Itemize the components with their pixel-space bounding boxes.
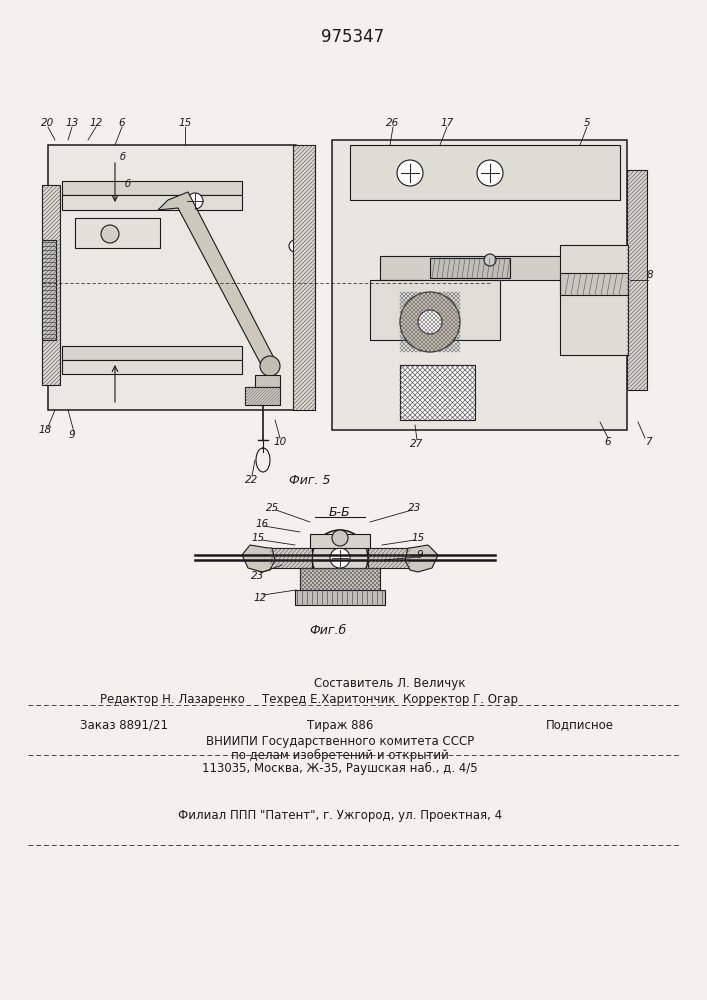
Circle shape <box>187 193 203 209</box>
Circle shape <box>260 356 280 376</box>
Text: Тираж 886: Тираж 886 <box>307 718 373 732</box>
Text: 20: 20 <box>42 118 54 128</box>
Text: 25: 25 <box>267 503 280 513</box>
Text: 9: 9 <box>416 550 423 560</box>
Bar <box>310 534 370 548</box>
Text: 23: 23 <box>409 503 421 513</box>
Text: Филиал ППП "Патент", г. Ужгород, ул. Проектная, 4: Филиал ППП "Патент", г. Ужгород, ул. Про… <box>178 808 502 822</box>
Circle shape <box>101 225 119 243</box>
Text: 13: 13 <box>65 118 78 128</box>
Text: 22: 22 <box>245 475 259 485</box>
Bar <box>42 240 56 340</box>
Text: 5: 5 <box>584 118 590 128</box>
Text: 18: 18 <box>38 425 52 435</box>
Text: 27: 27 <box>410 439 423 449</box>
Text: Редактор Н. Лазаренко: Редактор Н. Лазаренко <box>100 694 245 706</box>
Bar <box>368 548 410 568</box>
Bar <box>332 140 627 430</box>
Text: по делам изобретений и открытий: по делам изобретений и открытий <box>231 748 449 762</box>
Bar <box>62 346 242 360</box>
Polygon shape <box>158 192 275 372</box>
Text: 26: 26 <box>386 118 399 128</box>
Text: Заказ 8891/21: Заказ 8891/21 <box>80 718 168 732</box>
Text: 15: 15 <box>178 118 192 128</box>
Bar <box>75 218 160 248</box>
Bar <box>350 145 620 200</box>
Bar <box>400 365 475 420</box>
Text: 15: 15 <box>411 533 425 543</box>
Bar <box>270 548 312 568</box>
Circle shape <box>330 548 350 568</box>
Text: 10: 10 <box>274 437 286 447</box>
Bar <box>560 245 628 355</box>
Bar <box>293 145 315 410</box>
Text: 17: 17 <box>440 118 454 128</box>
Bar <box>380 256 620 280</box>
Text: ВНИИПИ Государственного комитета СССР: ВНИИПИ Государственного комитета СССР <box>206 736 474 748</box>
Circle shape <box>418 310 442 334</box>
Text: Составитель Л. Величук: Составитель Л. Величук <box>314 678 466 690</box>
Text: 7: 7 <box>645 437 651 447</box>
Bar <box>62 181 242 195</box>
Text: 16: 16 <box>255 519 269 529</box>
Text: 12: 12 <box>89 118 103 128</box>
Text: 15: 15 <box>252 533 264 543</box>
Text: Б-Б: Б-Б <box>329 506 351 518</box>
Text: 113035, Москва, Ж-35, Раушская наб., д. 4/5: 113035, Москва, Ж-35, Раушская наб., д. … <box>202 761 478 775</box>
Circle shape <box>397 160 423 186</box>
Text: Подписное: Подписное <box>546 718 614 732</box>
Bar <box>430 258 510 278</box>
Polygon shape <box>405 545 438 572</box>
Bar <box>295 590 385 605</box>
Circle shape <box>312 530 368 586</box>
Text: б: б <box>120 152 126 162</box>
Bar <box>42 185 60 385</box>
Bar <box>48 145 296 410</box>
Text: 23: 23 <box>252 571 264 581</box>
Text: Техред Е.Харитончик  Корректор Г. Огар: Техред Е.Харитончик Корректор Г. Огар <box>262 694 518 706</box>
Text: 8: 8 <box>647 270 653 280</box>
Text: Фиг. 5: Фиг. 5 <box>289 474 331 487</box>
Polygon shape <box>242 545 275 572</box>
Bar <box>255 375 280 387</box>
Circle shape <box>332 530 348 546</box>
Circle shape <box>289 240 301 252</box>
Bar <box>627 170 647 390</box>
Text: 6: 6 <box>119 118 125 128</box>
Text: 975347: 975347 <box>322 28 385 46</box>
Bar <box>62 195 242 210</box>
Text: Фиг.б: Фиг.б <box>310 624 346 637</box>
Circle shape <box>484 254 496 266</box>
Text: 12: 12 <box>253 593 267 603</box>
Bar <box>62 360 242 374</box>
Bar <box>245 387 280 405</box>
Bar <box>300 568 380 590</box>
Circle shape <box>400 292 460 352</box>
Bar <box>560 273 628 295</box>
Text: б: б <box>125 179 131 189</box>
Circle shape <box>477 160 503 186</box>
Bar <box>370 280 500 340</box>
Text: 9: 9 <box>69 430 76 440</box>
Text: 6: 6 <box>604 437 612 447</box>
